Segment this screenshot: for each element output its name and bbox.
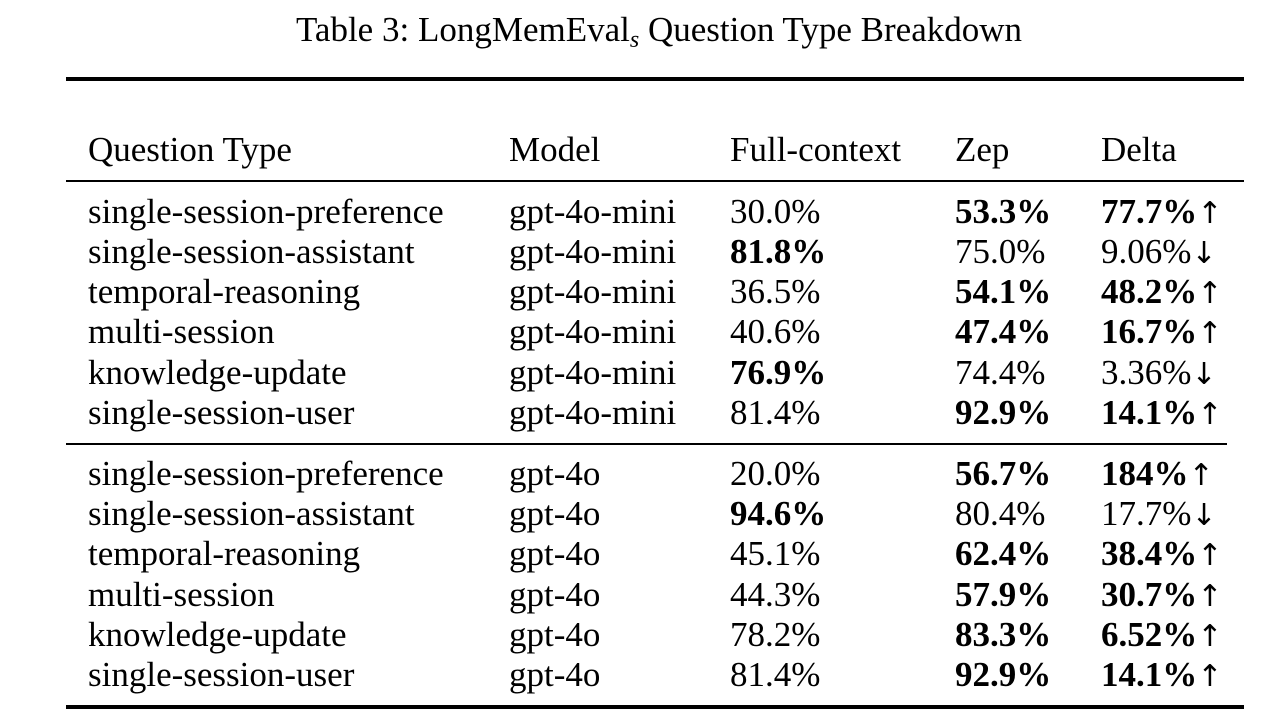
cell-model: gpt-4o — [509, 655, 601, 694]
cell-question-type: multi-session — [88, 312, 275, 351]
cell-zep: 56.7% — [955, 454, 1052, 493]
delta-value: 38.4% — [1101, 534, 1198, 573]
cell-model: gpt-4o-mini — [509, 393, 677, 432]
delta-value: 9.06% — [1101, 232, 1192, 271]
delta-value: 77.7% — [1101, 192, 1198, 231]
cell-delta: 16.7%↑ — [1101, 312, 1222, 354]
delta-value: 184% — [1101, 454, 1189, 493]
caption-suffix: Question Type Breakdown — [639, 10, 1022, 49]
up-arrow-icon: ↑ — [1188, 458, 1214, 493]
cell-question-type: knowledge-update — [88, 353, 347, 392]
cell-delta: 6.52%↑ — [1101, 615, 1222, 657]
cell-model: gpt-4o-mini — [509, 272, 677, 311]
down-arrow-icon: ↓ — [1191, 498, 1217, 533]
cell-model: gpt-4o-mini — [509, 312, 677, 351]
cell-question-type: single-session-preference — [88, 454, 444, 493]
delta-value: 3.36% — [1101, 353, 1192, 392]
cell-question-type: single-session-preference — [88, 192, 444, 231]
cell-zep: 83.3% — [955, 615, 1052, 654]
cell-model: gpt-4o — [509, 534, 601, 573]
cell-zep: 53.3% — [955, 192, 1052, 231]
up-arrow-icon: ↑ — [1197, 196, 1223, 231]
bottom-rule — [66, 705, 1244, 709]
top-rule — [66, 77, 1244, 81]
cell-delta: 48.2%↑ — [1101, 272, 1222, 314]
cell-full-context: 44.3% — [730, 575, 821, 614]
cell-delta: 9.06%↓ — [1101, 232, 1217, 274]
caption-subscript: s — [629, 27, 640, 53]
cell-model: gpt-4o-mini — [509, 353, 677, 392]
delta-value: 17.7% — [1101, 494, 1192, 533]
cell-full-context: 81.8% — [730, 232, 827, 271]
delta-value: 6.52% — [1101, 615, 1198, 654]
up-arrow-icon: ↑ — [1197, 538, 1223, 573]
header-zep: Zep — [955, 130, 1010, 169]
up-arrow-icon: ↑ — [1197, 276, 1223, 311]
delta-value: 14.1% — [1101, 655, 1198, 694]
cell-zep: 92.9% — [955, 655, 1052, 694]
cell-full-context: 36.5% — [730, 272, 821, 311]
header-rule — [66, 180, 1244, 182]
cell-question-type: temporal-reasoning — [88, 534, 361, 573]
cell-full-context: 30.0% — [730, 192, 821, 231]
cell-full-context: 81.4% — [730, 655, 821, 694]
cell-model: gpt-4o — [509, 454, 601, 493]
cell-delta: 38.4%↑ — [1101, 534, 1222, 576]
caption-prefix: Table 3: LongMemEval — [295, 10, 630, 49]
cell-delta: 30.7%↑ — [1101, 575, 1222, 617]
up-arrow-icon: ↑ — [1197, 579, 1223, 614]
cell-delta: 14.1%↑ — [1101, 393, 1222, 435]
cell-zep: 54.1% — [955, 272, 1052, 311]
header-model: Model — [509, 130, 601, 169]
cell-full-context: 78.2% — [730, 615, 821, 654]
cell-question-type: knowledge-update — [88, 615, 347, 654]
group-rule — [66, 443, 1227, 445]
cell-zep: 92.9% — [955, 393, 1052, 432]
cell-zep: 80.4% — [955, 494, 1046, 533]
header-full-context: Full-context — [730, 130, 902, 169]
up-arrow-icon: ↑ — [1197, 659, 1223, 694]
up-arrow-icon: ↑ — [1197, 316, 1223, 351]
cell-model: gpt-4o — [509, 615, 601, 654]
cell-zep: 74.4% — [955, 353, 1046, 392]
down-arrow-icon: ↓ — [1191, 236, 1217, 271]
delta-value: 30.7% — [1101, 575, 1198, 614]
delta-value: 48.2% — [1101, 272, 1198, 311]
down-arrow-icon: ↓ — [1191, 357, 1217, 392]
cell-delta: 184%↑ — [1101, 454, 1214, 496]
cell-question-type: single-session-assistant — [88, 494, 415, 533]
cell-model: gpt-4o — [509, 494, 601, 533]
delta-value: 14.1% — [1101, 393, 1198, 432]
cell-question-type: single-session-assistant — [88, 232, 415, 271]
cell-question-type: single-session-user — [88, 393, 355, 432]
delta-value: 16.7% — [1101, 312, 1198, 351]
up-arrow-icon: ↑ — [1197, 397, 1223, 432]
cell-model: gpt-4o-mini — [509, 192, 677, 231]
up-arrow-icon: ↑ — [1197, 619, 1223, 654]
header-delta: Delta — [1101, 130, 1177, 169]
cell-full-context: 20.0% — [730, 454, 821, 493]
cell-zep: 75.0% — [955, 232, 1046, 271]
cell-delta: 17.7%↓ — [1101, 494, 1217, 536]
cell-full-context: 94.6% — [730, 494, 827, 533]
cell-full-context: 45.1% — [730, 534, 821, 573]
cell-question-type: temporal-reasoning — [88, 272, 361, 311]
cell-delta: 3.36%↓ — [1101, 353, 1217, 395]
header-question-type: Question Type — [88, 130, 292, 169]
cell-question-type: single-session-user — [88, 655, 355, 694]
cell-full-context: 81.4% — [730, 393, 821, 432]
cell-question-type: multi-session — [88, 575, 275, 614]
cell-zep: 47.4% — [955, 312, 1052, 351]
cell-model: gpt-4o-mini — [509, 232, 677, 271]
cell-delta: 14.1%↑ — [1101, 655, 1222, 697]
cell-zep: 62.4% — [955, 534, 1052, 573]
table-caption: Table 3: LongMemEvals Question Type Brea… — [0, 8, 1288, 56]
cell-delta: 77.7%↑ — [1101, 192, 1222, 234]
cell-model: gpt-4o — [509, 575, 601, 614]
cell-zep: 57.9% — [955, 575, 1052, 614]
cell-full-context: 40.6% — [730, 312, 821, 351]
cell-full-context: 76.9% — [730, 353, 827, 392]
